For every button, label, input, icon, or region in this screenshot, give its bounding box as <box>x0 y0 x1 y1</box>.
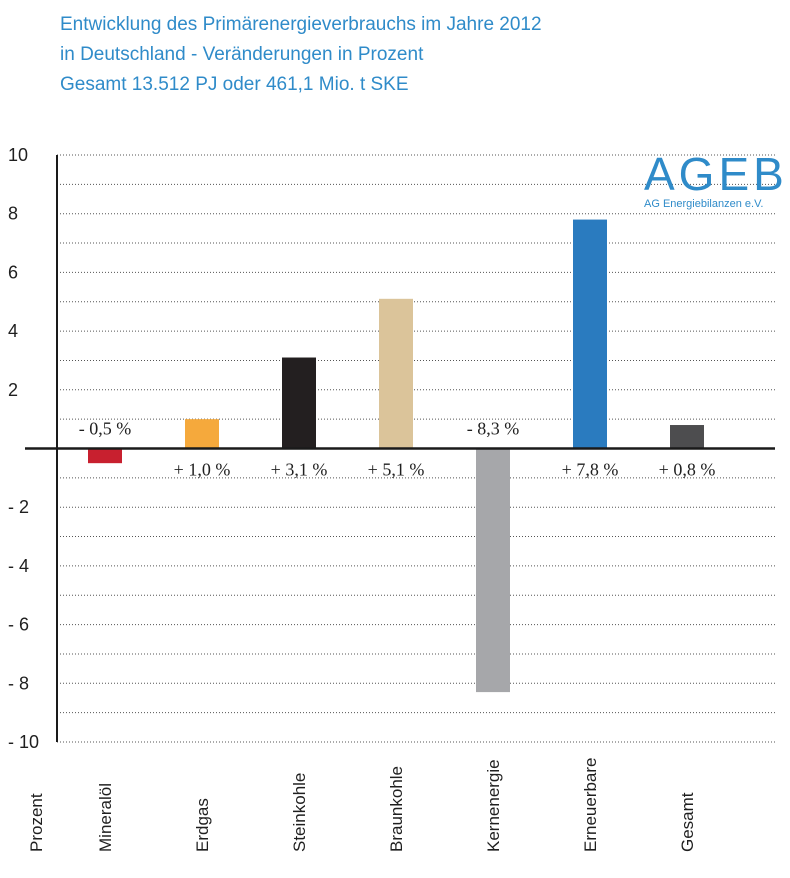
title-line-1: Entwicklung des Primärenergieverbrauchs … <box>60 14 542 35</box>
data-label: + 5,1 % <box>368 460 425 480</box>
data-label: + 1,0 % <box>174 460 231 480</box>
y-tick-label: - 8 <box>8 673 29 693</box>
category-label: Mineralöl <box>96 783 115 852</box>
logo-sub-text: AG Energiebilanzen e.V. <box>644 198 764 210</box>
data-label: - 8,3 % <box>467 419 520 439</box>
category-labels: Mineralöl Erdgas Steinkohle Braunkohle Kerne… <box>96 757 697 852</box>
title-line-2: in Deutschland - Veränderungen in Prozen… <box>60 44 424 65</box>
y-tick-label: 6 <box>8 262 18 282</box>
y-axis-label: Prozent <box>27 793 46 852</box>
bar-kernenergie <box>476 448 510 693</box>
category-label: Steinkohle <box>290 773 309 852</box>
ageb-logo: AGEB AG Energiebilanzen e.V. <box>644 150 788 210</box>
y-tick-label: - 4 <box>8 556 29 576</box>
data-label: + 7,8 % <box>562 460 619 480</box>
bar-braunkohle <box>379 298 413 449</box>
data-label: + 0,8 % <box>659 460 716 480</box>
y-tick-label: - 6 <box>8 615 29 635</box>
y-tick-label: 10 <box>8 145 28 165</box>
bar-mineralöl <box>88 448 122 464</box>
title-line-3: Gesamt 13.512 PJ oder 461,1 Mio. t SKE <box>60 74 409 95</box>
category-label: Erdgas <box>193 798 212 852</box>
category-label: Erneuerbare <box>581 757 600 852</box>
y-tick-label: 2 <box>8 380 18 400</box>
data-label: + 3,1 % <box>271 460 328 480</box>
axes <box>25 155 775 742</box>
category-label: Gesamt <box>678 792 697 852</box>
y-tick-label: 8 <box>8 204 18 224</box>
bar-erneuerbare <box>573 219 607 449</box>
bar-gesamt <box>670 425 704 449</box>
bars <box>88 219 704 693</box>
y-tick-label: - 10 <box>8 732 39 752</box>
y-tick-label: 4 <box>8 321 18 341</box>
category-label: Kernenergie <box>484 759 503 852</box>
data-label: - 0,5 % <box>79 419 132 439</box>
logo-main-text: AGEB <box>644 148 788 200</box>
y-tick-labels: 10 8 6 4 2 - 2 - 4 - 6 - 8 - 10 <box>8 145 39 752</box>
bar-erdgas <box>185 419 219 449</box>
chart-title: Entwicklung des Primärenergieverbrauchs … <box>60 10 542 100</box>
data-labels: - 0,5 % + 1,0 % + 3,1 % + 5,1 % - 8,3 % + 7,8… <box>79 419 716 480</box>
bar-steinkohle <box>282 357 316 449</box>
y-tick-label: - 2 <box>8 497 29 517</box>
category-label: Braunkohle <box>387 766 406 852</box>
